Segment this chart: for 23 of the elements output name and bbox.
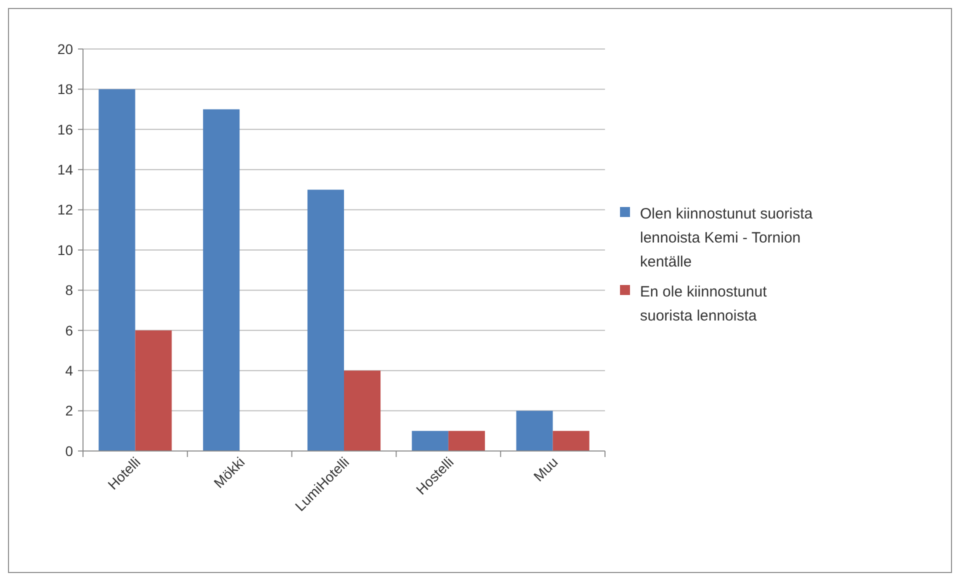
y-tick-label: 20 bbox=[57, 40, 74, 57]
y-tick-label: 4 bbox=[65, 362, 74, 378]
y-tick-label: 6 bbox=[65, 322, 74, 338]
bar bbox=[307, 190, 344, 451]
bar bbox=[552, 430, 590, 451]
y-tick-label: 12 bbox=[57, 202, 74, 218]
x-tick-label: Muu bbox=[530, 454, 561, 484]
y-tick-label: 8 bbox=[65, 282, 74, 298]
bar bbox=[412, 430, 448, 451]
bar bbox=[98, 89, 136, 451]
y-tick-label: 14 bbox=[57, 162, 74, 178]
bar bbox=[344, 370, 381, 451]
bar bbox=[203, 109, 240, 451]
legend-label: Olen kiinnostunut suorista lennoista Kemi - Tornion kentälle bbox=[640, 205, 814, 270]
bar bbox=[448, 430, 485, 451]
y-tick-label: 2 bbox=[65, 402, 74, 419]
bar bbox=[135, 330, 172, 451]
bar bbox=[516, 410, 553, 451]
y-tick-label: 10 bbox=[57, 242, 74, 258]
y-tick-label: 0 bbox=[65, 442, 74, 459]
y-tick-label: 16 bbox=[57, 121, 74, 138]
legend-label: En ole kiinnostunut suorista lennoista bbox=[640, 283, 768, 324]
y-tick-label: 18 bbox=[57, 81, 74, 98]
